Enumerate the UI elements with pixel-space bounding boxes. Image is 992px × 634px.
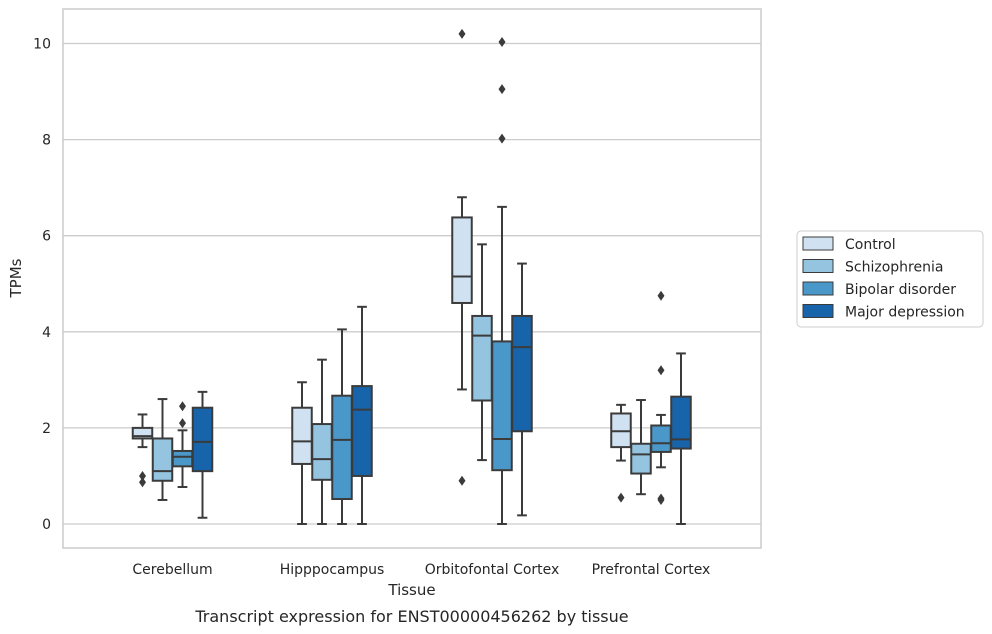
outlier-point bbox=[617, 492, 625, 503]
box-0-2 bbox=[171, 401, 194, 489]
y-tick-label: 8 bbox=[42, 133, 51, 149]
box-3-1 bbox=[630, 399, 652, 496]
iqr-box bbox=[291, 406, 313, 465]
legend-label: Bipolar disorder bbox=[845, 282, 956, 298]
box-1-1 bbox=[311, 358, 333, 525]
boxes bbox=[131, 28, 692, 525]
iqr-box bbox=[511, 314, 533, 433]
outlier-point bbox=[179, 401, 186, 412]
box-1-2 bbox=[331, 328, 353, 525]
y-tick-label: 10 bbox=[33, 37, 51, 53]
outlier-point bbox=[139, 470, 146, 481]
box-0-3 bbox=[191, 390, 214, 519]
y-tick-labels: 0 2 4 6 8 10 bbox=[33, 37, 51, 534]
box-2-0 bbox=[451, 28, 473, 486]
box-2-3 bbox=[511, 262, 533, 517]
box-1-3 bbox=[351, 305, 373, 525]
legend-swatch bbox=[802, 281, 834, 296]
plot-frame bbox=[62, 8, 762, 549]
legend: Control Schizophrenia Bipolar disorder Majo… bbox=[796, 230, 984, 328]
iqr-box bbox=[491, 340, 513, 472]
legend-swatch bbox=[802, 304, 834, 318]
x-tick-label: Hipppocampus bbox=[280, 562, 385, 578]
box-2-2 bbox=[491, 37, 513, 525]
iqr-box bbox=[351, 385, 373, 477]
iqr-box bbox=[471, 314, 493, 402]
box-1-0 bbox=[291, 381, 313, 525]
outlier-point bbox=[458, 475, 466, 486]
outlier-point bbox=[179, 418, 186, 429]
iqr-box bbox=[311, 423, 333, 481]
chart-caption: Transcript expression for ENST0000045626… bbox=[194, 607, 628, 626]
x-tick-label: Orbitofontal Cortex bbox=[425, 562, 560, 578]
x-tick-label: Cerebellum bbox=[132, 562, 212, 578]
y-tick-label: 0 bbox=[42, 517, 51, 533]
iqr-box bbox=[191, 406, 214, 473]
box-3-3 bbox=[670, 352, 692, 525]
box-3-0 bbox=[610, 403, 632, 503]
y-tick-label: 4 bbox=[42, 325, 51, 341]
y-tick-label: 2 bbox=[42, 421, 51, 437]
legend-label: Control bbox=[845, 237, 896, 253]
outlier-point bbox=[458, 28, 466, 39]
legend-swatch bbox=[802, 259, 834, 273]
iqr-box bbox=[650, 424, 672, 453]
iqr-box bbox=[131, 426, 154, 440]
box-0-0 bbox=[131, 413, 154, 488]
x-axis-label: Tissue bbox=[387, 581, 435, 599]
outlier-point bbox=[139, 477, 146, 488]
legend-swatch bbox=[802, 236, 834, 251]
outlier-point bbox=[657, 290, 665, 301]
x-tick-label: Prefrontal Cortex bbox=[592, 562, 711, 578]
iqr-box bbox=[670, 395, 692, 450]
iqr-box bbox=[331, 394, 353, 501]
y-tick-label: 6 bbox=[42, 229, 51, 245]
outlier-point bbox=[498, 37, 506, 48]
outlier-point bbox=[498, 84, 506, 95]
legend-frame bbox=[796, 230, 984, 328]
legend-label: Schizophrenia bbox=[845, 260, 943, 276]
legend-label: Major depression bbox=[845, 305, 965, 321]
iqr-box bbox=[451, 216, 473, 304]
outlier-point bbox=[657, 365, 665, 376]
iqr-box bbox=[171, 449, 194, 468]
outlier-point bbox=[498, 133, 506, 144]
iqr-box bbox=[630, 442, 652, 475]
y-axis-label: TPMs bbox=[7, 258, 25, 298]
iqr-box bbox=[151, 437, 174, 482]
outlier-point bbox=[657, 494, 665, 505]
gridlines bbox=[63, 42, 761, 525]
x-tick-labels: Cerebellum Hipppocampus Orbitofontal Corte… bbox=[132, 562, 710, 578]
